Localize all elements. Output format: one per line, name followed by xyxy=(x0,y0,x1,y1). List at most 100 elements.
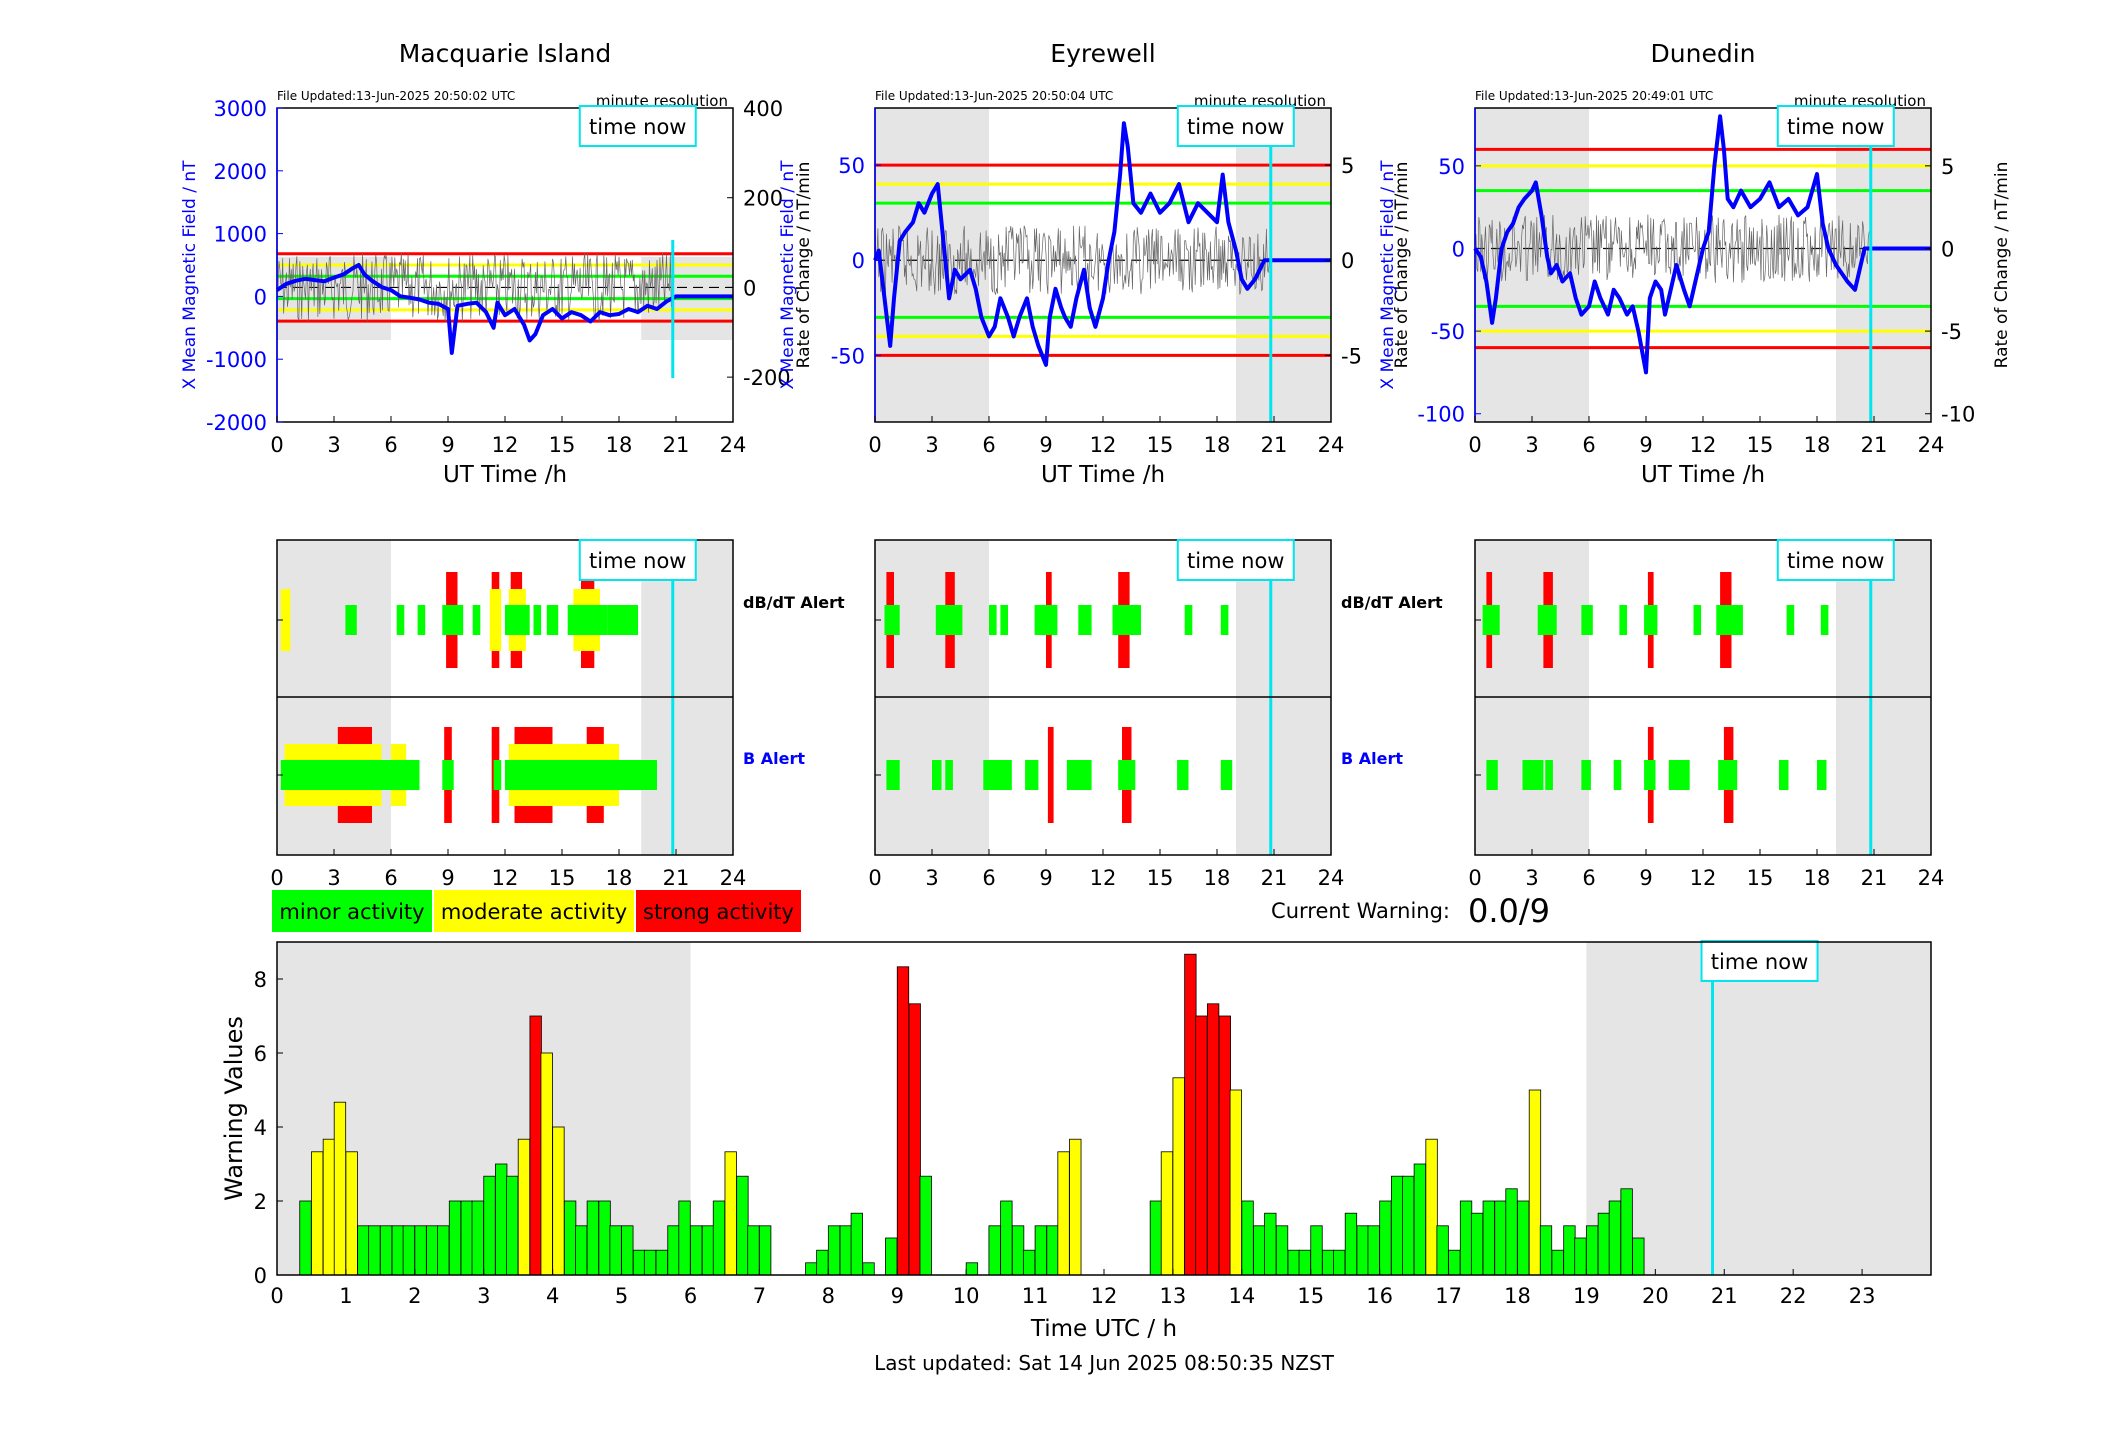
night-shade xyxy=(1586,942,1931,1275)
warning-bar xyxy=(368,1225,381,1276)
warning-bar xyxy=(598,1200,611,1276)
b-alert-minor-segment xyxy=(1613,760,1622,790)
x-tick-label: 15 xyxy=(1747,866,1774,890)
y-left-tick-label: -50 xyxy=(831,344,865,368)
warning-bar xyxy=(540,1052,553,1276)
warning-bar xyxy=(1195,1015,1208,1276)
warning-bar xyxy=(1563,1225,1576,1276)
warning-bar xyxy=(1229,1089,1243,1276)
mean-field-line xyxy=(275,263,733,355)
rate-of-change-line xyxy=(1474,214,1870,283)
warning-bar xyxy=(1275,1225,1289,1276)
x-tick-label: 18 xyxy=(1204,866,1231,890)
warning-bar xyxy=(712,1200,726,1276)
warning-bar xyxy=(1551,1249,1564,1276)
warning-bar xyxy=(1034,1225,1047,1276)
warning-bar xyxy=(1494,1200,1507,1276)
x-tick-label: 1 xyxy=(339,1284,352,1308)
dbdt-alert-minor-segment xyxy=(1482,605,1500,635)
x-tick-label: 6 xyxy=(982,866,995,890)
x-tick-label: 18 xyxy=(1804,433,1831,457)
dbdt-alert-minor-segment xyxy=(1619,605,1627,635)
warning-bar xyxy=(333,1101,347,1276)
y-right-tick-label: 5 xyxy=(1941,155,1954,179)
y-left-tick-label: 50 xyxy=(1438,155,1465,179)
warning-bar xyxy=(1322,1249,1335,1276)
station-title: Dunedin xyxy=(1651,39,1756,68)
x-tick-label: 15 xyxy=(1747,433,1774,457)
y-left-axis-label: X Mean Magnetic Field / nT xyxy=(180,160,200,390)
x-tick-label: 12 xyxy=(1091,1284,1118,1308)
x-tick-label: 5 xyxy=(615,1284,628,1308)
x-tick-label: 9 xyxy=(441,433,454,457)
dbdt-alert-minor-segment xyxy=(1693,605,1702,635)
warning-bar xyxy=(414,1225,427,1276)
x-tick-label: 3 xyxy=(1525,866,1538,890)
current-warning-value: 0.0/9 xyxy=(1468,892,1550,930)
y-right-tick-label: -5 xyxy=(1341,344,1362,368)
warning-bar xyxy=(437,1225,450,1276)
dbdt-alert-minor-segment xyxy=(989,605,997,635)
dbdt-alert-minor-segment xyxy=(567,605,608,635)
x-tick-label: 3 xyxy=(1525,433,1538,457)
x-tick-label: 3 xyxy=(327,433,340,457)
warning-bar xyxy=(448,1200,462,1276)
warning-bar xyxy=(1310,1225,1323,1276)
x-tick-label: 0 xyxy=(868,866,881,890)
warning-bar xyxy=(1287,1249,1300,1276)
warning-bar xyxy=(460,1200,473,1276)
b-alert-minor-segment xyxy=(442,760,454,790)
warning-bar xyxy=(345,1151,358,1276)
x-tick-label: 0 xyxy=(270,1284,283,1308)
b-alert-minor-segment xyxy=(932,760,942,790)
current-warning-label: Current Warning: xyxy=(1271,899,1450,923)
x-tick-label: 6 xyxy=(384,433,397,457)
x-tick-label: 21 xyxy=(663,866,690,890)
y-right-tick-label: -5 xyxy=(1941,320,1962,344)
warning-bar xyxy=(1344,1212,1358,1276)
warning-bar xyxy=(483,1175,496,1276)
warning-bar xyxy=(827,1225,841,1276)
night-shade xyxy=(1236,108,1331,422)
y-left-tick-label: 3000 xyxy=(214,97,267,121)
x-tick-label: 12 xyxy=(1690,433,1717,457)
x-axis-label: UT Time /h xyxy=(1041,462,1165,488)
dbdt-alert-minor-segment xyxy=(884,605,900,635)
x-tick-label: 18 xyxy=(606,866,633,890)
x-tick-label: 12 xyxy=(1090,433,1117,457)
y-right-tick-label: 0 xyxy=(1941,237,1954,261)
x-tick-label: 20 xyxy=(1642,1284,1669,1308)
time-now-top-1-label: time now xyxy=(1187,115,1284,139)
y-left-tick-label: -2000 xyxy=(206,411,267,435)
x-tick-label: 3 xyxy=(327,866,340,890)
x-tick-label: 22 xyxy=(1780,1284,1807,1308)
x-tick-label: 3 xyxy=(925,866,938,890)
b-alert-minor-segment xyxy=(1522,760,1544,790)
dbdt-alert-minor-segment xyxy=(1644,605,1658,635)
x-tick-label: 9 xyxy=(441,866,454,890)
warning-bar xyxy=(1586,1225,1599,1276)
y-right-tick-label: -10 xyxy=(1941,403,1975,427)
file-updated-label: File Updated:13-Jun-2025 20:50:02 UTC xyxy=(277,89,515,103)
warning-bar xyxy=(965,1262,979,1276)
b-alert-minor-segment xyxy=(1118,760,1136,790)
b-alert-minor-segment xyxy=(387,760,420,790)
dbdt-alert-minor-segment xyxy=(1220,605,1229,635)
y-left-tick-label: -50 xyxy=(1431,320,1465,344)
warning-bar xyxy=(517,1138,531,1276)
b-alert-minor-segment xyxy=(1220,760,1233,790)
dbdt-alert-minor-segment xyxy=(472,605,481,635)
x-tick-label: 9 xyxy=(1639,866,1652,890)
warning-bar xyxy=(586,1200,600,1276)
dbdt-alert-minor-segment xyxy=(1112,605,1141,635)
file-updated-label: File Updated:13-Jun-2025 20:49:01 UTC xyxy=(1475,89,1713,103)
y-left-tick-label: 50 xyxy=(838,154,865,178)
warning-bar xyxy=(311,1151,324,1276)
warning-bar xyxy=(1298,1249,1311,1276)
x-axis-label: Time UTC / h xyxy=(1030,1316,1177,1342)
warning-bar xyxy=(678,1200,691,1276)
warning-bar xyxy=(655,1249,668,1276)
warning-bar xyxy=(1241,1200,1254,1276)
x-tick-label: 6 xyxy=(1582,433,1595,457)
dbdt-alert-minor-segment xyxy=(935,605,963,635)
